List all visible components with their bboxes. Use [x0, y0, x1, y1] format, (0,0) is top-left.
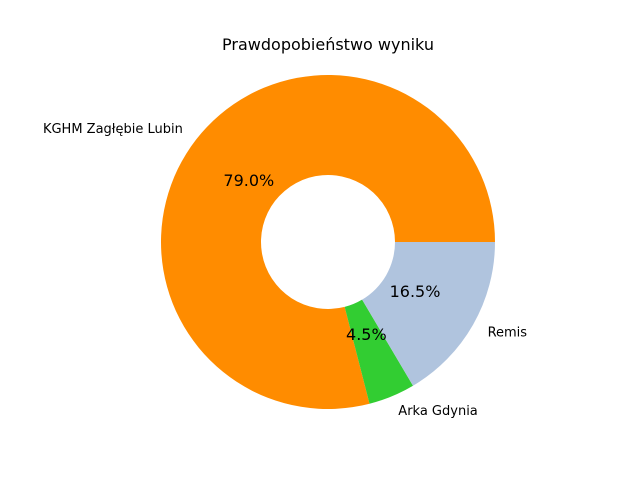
slice-kghm-zaglebie-lubin — [161, 75, 495, 409]
category-label-kghm-zaglebie-lubin: KGHM Zagłębie Lubin — [43, 122, 183, 137]
slice-remis — [362, 242, 495, 386]
labels-group: KGHM Zagłębie Lubin 79.0% Arka Gdynia 4.5% R… — [43, 122, 527, 419]
slices-group — [161, 75, 495, 409]
category-label-remis: Remis — [488, 326, 528, 341]
slice-arka-gdynia — [344, 299, 414, 404]
chart-title: Prawdopobieństwo wyniku — [222, 35, 434, 54]
category-label-arka-gdynia: Arka Gdynia — [398, 404, 477, 419]
percent-label-arka-gdynia: 4.5% — [346, 325, 387, 344]
percent-label-remis: 16.5% — [390, 282, 441, 301]
percent-label-kghm-zaglebie-lubin: 79.0% — [223, 171, 274, 190]
